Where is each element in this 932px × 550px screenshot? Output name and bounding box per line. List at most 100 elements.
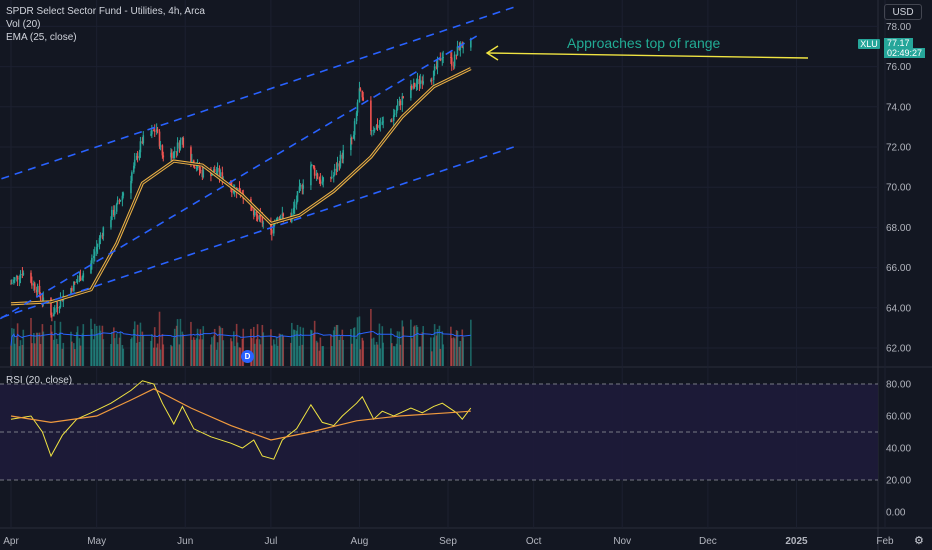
- candle-body: [458, 46, 461, 50]
- volume-bar: [13, 343, 16, 366]
- candle-body: [412, 82, 415, 89]
- rsi-legend[interactable]: RSI (20, close): [6, 375, 73, 386]
- volume-bar: [18, 346, 21, 366]
- volume-bar: [398, 331, 401, 366]
- annotation-arrow[interactable]: [485, 45, 809, 61]
- volume-bar: [322, 346, 325, 366]
- volume-bar: [433, 324, 436, 366]
- candle-body: [392, 115, 395, 121]
- volume-bar: [416, 326, 419, 366]
- candle-body: [136, 156, 139, 159]
- candle-body: [151, 130, 153, 135]
- volume-bar: [316, 342, 319, 366]
- candle-body: [181, 137, 184, 140]
- volume-bar: [312, 332, 315, 366]
- volume-bar: [210, 344, 212, 366]
- candle-body: [455, 54, 458, 56]
- volume-bar: [131, 337, 133, 366]
- candle-body: [73, 281, 75, 291]
- volume-bar: [116, 344, 119, 366]
- candle-body: [295, 201, 298, 205]
- gear-icon[interactable]: ⚙: [914, 535, 924, 547]
- candle-body: [439, 57, 442, 61]
- volume-bar: [311, 330, 313, 366]
- candle-body: [11, 282, 13, 284]
- volume-bar: [410, 338, 413, 366]
- candle-body: [59, 298, 62, 308]
- currency-button[interactable]: USD: [884, 4, 922, 20]
- volume-bar: [19, 340, 22, 366]
- annotation-text[interactable]: Approaches top of range: [567, 35, 721, 51]
- volume-bar: [362, 340, 365, 366]
- volume-bar: [142, 335, 145, 366]
- candle-body: [110, 219, 112, 228]
- volume-bar: [452, 337, 455, 366]
- candle-body: [161, 145, 164, 156]
- symbol-title[interactable]: SPDR Select Sector Fund - Utilities, 4h,…: [6, 6, 205, 17]
- ema-legend[interactable]: EMA (25, close): [6, 32, 77, 43]
- volume-bar: [41, 324, 44, 366]
- volume-bar: [436, 328, 439, 366]
- volume-bar: [91, 329, 93, 366]
- volume-bar: [221, 328, 224, 366]
- candle-body: [276, 217, 279, 219]
- volume-bar: [11, 328, 13, 366]
- dividend-badge[interactable]: D: [241, 350, 254, 363]
- candle-body: [292, 207, 295, 214]
- volume-bar: [292, 329, 295, 366]
- candle-body: [162, 155, 165, 158]
- candle-body: [271, 230, 273, 234]
- volume-bar: [338, 339, 341, 366]
- candle-body: [296, 191, 299, 202]
- volume-bar: [96, 334, 99, 366]
- candle-body: [318, 178, 321, 180]
- volume-bar: [439, 348, 442, 366]
- price-tick-label: 64.00: [886, 303, 911, 314]
- candle-body: [156, 129, 159, 132]
- volume-bar: [155, 347, 158, 366]
- candle-body: [350, 137, 353, 139]
- candle-body: [102, 227, 105, 236]
- candle-body: [195, 167, 198, 169]
- axes: 78.00 76.00 74.00 72.00 70.00 68.00 66.00 64.00…: [3, 22, 911, 547]
- volume-bar: [370, 338, 373, 366]
- volume-bar: [179, 318, 182, 366]
- volume-bar: [71, 341, 73, 366]
- volume-bar: [396, 331, 399, 366]
- candle-body: [58, 307, 61, 309]
- candle-body: [50, 297, 52, 316]
- volume-bar: [415, 325, 418, 366]
- volume-bar: [153, 347, 155, 366]
- candle-body: [251, 204, 253, 211]
- candle-body: [16, 275, 19, 280]
- volume-bar: [250, 328, 252, 366]
- volume-bar: [378, 323, 381, 366]
- candle-body: [259, 214, 262, 218]
- trend-channel[interactable]: [0, 5, 517, 326]
- candle-body: [272, 224, 275, 234]
- candle-body: [330, 176, 333, 178]
- candle-body: [410, 85, 413, 89]
- candle-body: [359, 88, 362, 91]
- candle-body: [430, 79, 433, 81]
- candle-body: [262, 222, 265, 224]
- volume-bar: [361, 337, 364, 366]
- time-tick-label: Feb: [876, 536, 894, 547]
- candle-body: [418, 79, 421, 85]
- volume-bar: [342, 339, 345, 366]
- volume-bar: [395, 343, 398, 366]
- candle-body: [142, 135, 145, 144]
- candle-body: [216, 168, 219, 172]
- candle-body: [159, 145, 162, 147]
- volume-legend[interactable]: Vol (20): [6, 19, 41, 30]
- price-tick-label: 76.00: [886, 62, 911, 73]
- candle-body: [378, 125, 381, 128]
- volume-bar: [293, 329, 296, 366]
- volume-bar: [453, 338, 456, 366]
- candle-body: [275, 218, 278, 222]
- volume-bar: [173, 328, 176, 366]
- candle-body: [321, 181, 324, 184]
- volume-bar: [202, 326, 205, 366]
- volume-bar: [216, 342, 219, 366]
